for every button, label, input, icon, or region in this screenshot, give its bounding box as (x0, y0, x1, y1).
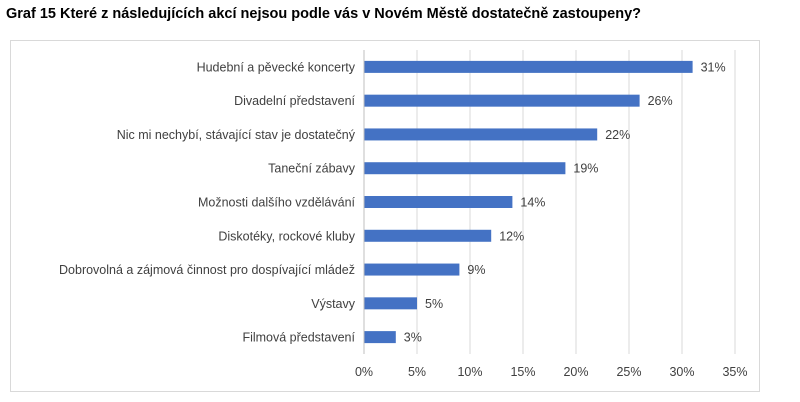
category-label: Taneční zábavy (268, 162, 356, 176)
category-label: Nic mi nechybí, stávající stav je dostat… (117, 128, 356, 142)
bar (364, 331, 396, 344)
bar (364, 263, 460, 276)
chart-title: Graf 15 Které z následujících akcí nejso… (6, 6, 641, 22)
bar (364, 229, 492, 242)
category-label: Filmová představení (242, 331, 355, 345)
category-label: Divadelní představení (234, 94, 355, 108)
category-label: Možnosti dalšího vzdělávání (198, 196, 356, 210)
x-tick-label: 0% (355, 365, 373, 379)
bar (364, 128, 598, 141)
x-tick-label: 20% (563, 365, 588, 379)
bar (364, 297, 417, 310)
data-label: 3% (404, 331, 422, 345)
x-tick-label: 30% (669, 365, 694, 379)
x-tick-label: 10% (457, 365, 482, 379)
bar (364, 94, 640, 107)
category-label: Výstavy (311, 297, 356, 311)
data-label: 12% (499, 229, 524, 243)
bar (364, 60, 693, 73)
bar (364, 162, 566, 175)
category-label: Dobrovolná a zájmová činnost pro dospíva… (59, 263, 355, 277)
data-label: 22% (605, 128, 630, 142)
x-tick-label: 25% (616, 365, 641, 379)
data-label: 9% (467, 263, 485, 277)
category-label: Diskotéky, rockové kluby (218, 229, 355, 243)
data-label: 5% (425, 297, 443, 311)
x-tick-label: 35% (722, 365, 747, 379)
data-label: 26% (648, 94, 673, 108)
chart-frame (10, 40, 760, 392)
bar (364, 196, 513, 208)
x-tick-label: 5% (408, 365, 426, 379)
data-label: 19% (573, 162, 598, 176)
data-label: 14% (520, 196, 545, 210)
category-label: Hudební a pěvecké koncerty (197, 60, 356, 74)
x-tick-label: 15% (510, 365, 535, 379)
data-label: 31% (701, 60, 726, 74)
